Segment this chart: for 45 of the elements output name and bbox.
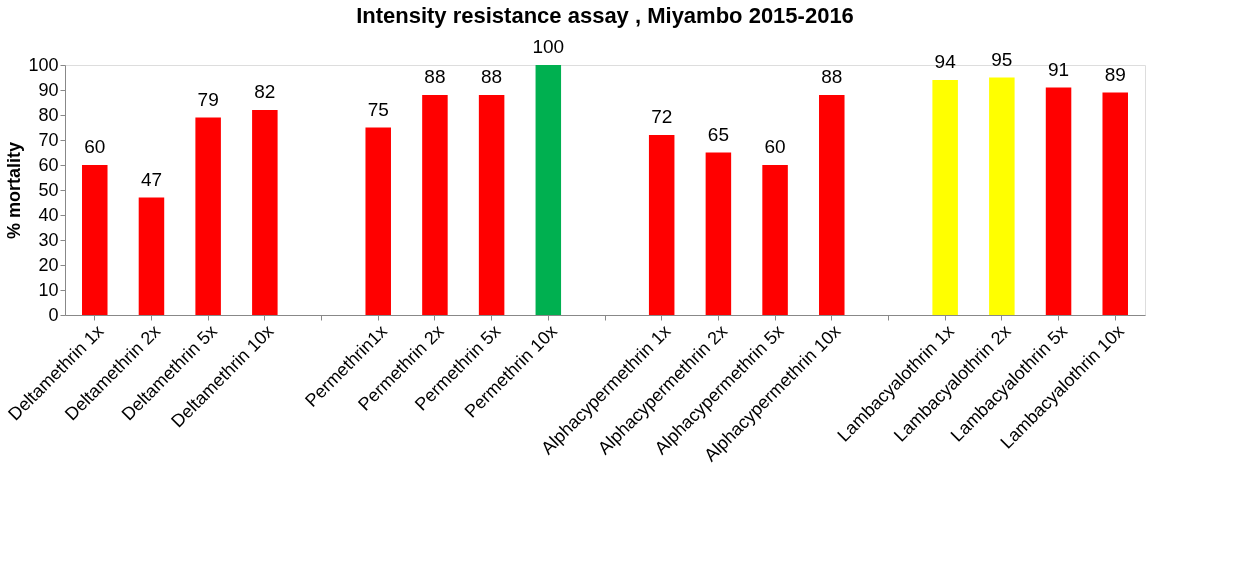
y-tick-label: 20 bbox=[38, 254, 59, 275]
data-label: 82 bbox=[254, 81, 276, 102]
data-label: 60 bbox=[84, 136, 106, 157]
bar bbox=[365, 127, 391, 315]
data-label: 94 bbox=[934, 51, 957, 72]
bar bbox=[1045, 87, 1072, 315]
y-tick-label: 100 bbox=[28, 54, 59, 75]
bar bbox=[648, 135, 675, 315]
y-tick-label: 50 bbox=[38, 179, 59, 200]
bar bbox=[989, 77, 1015, 315]
data-label: 100 bbox=[532, 36, 565, 57]
y-tick-label: 10 bbox=[38, 279, 59, 300]
data-label: 88 bbox=[481, 66, 503, 87]
bar bbox=[762, 165, 788, 315]
bar bbox=[252, 110, 278, 315]
data-label: 91 bbox=[1047, 58, 1070, 80]
data-label: 72 bbox=[651, 106, 673, 127]
bar bbox=[195, 117, 221, 315]
bar bbox=[1102, 92, 1128, 315]
y-tick-label: 40 bbox=[38, 204, 59, 225]
bar bbox=[82, 165, 108, 315]
data-label: 88 bbox=[821, 66, 843, 87]
y-tick-label: 70 bbox=[38, 129, 59, 150]
bar bbox=[932, 80, 958, 315]
bar bbox=[535, 65, 562, 315]
chart-title: Intensity resistance assay , Miyambo 2015-2016 bbox=[356, 3, 854, 28]
bar bbox=[819, 95, 845, 315]
data-label: 60 bbox=[764, 136, 786, 157]
y-tick-label: 30 bbox=[38, 229, 59, 250]
data-label: 75 bbox=[367, 98, 389, 120]
y-axis-title: % mortality bbox=[4, 141, 25, 240]
data-label: 47 bbox=[140, 168, 163, 190]
y-tick-label: 90 bbox=[38, 79, 59, 100]
data-label: 89 bbox=[1104, 63, 1126, 85]
y-tick-label: 0 bbox=[48, 304, 59, 325]
bar bbox=[478, 95, 505, 315]
bar bbox=[422, 95, 448, 315]
y-tick-label: 60 bbox=[38, 154, 59, 175]
data-label: 88 bbox=[424, 66, 446, 87]
data-label: 79 bbox=[197, 88, 219, 110]
bar bbox=[705, 152, 732, 315]
bar bbox=[138, 197, 165, 315]
y-tick-label: 80 bbox=[38, 104, 59, 125]
data-label: 65 bbox=[707, 123, 729, 145]
data-label: 95 bbox=[991, 48, 1013, 70]
